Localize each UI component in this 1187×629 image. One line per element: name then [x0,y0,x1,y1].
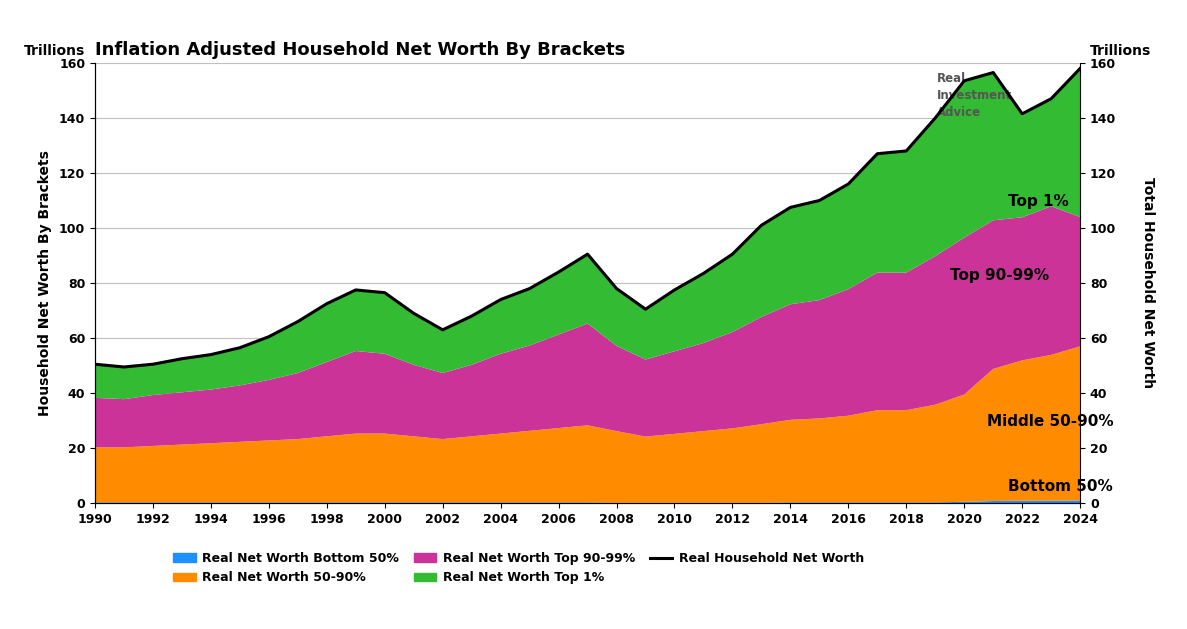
Text: Real
Investment
Advice: Real Investment Advice [938,72,1013,119]
Text: Top 1%: Top 1% [1008,194,1068,209]
Text: Middle 50-90%: Middle 50-90% [988,414,1115,429]
Text: Top 90-99%: Top 90-99% [950,269,1049,283]
Text: Bottom 50%: Bottom 50% [1008,479,1112,494]
Text: Inflation Adjusted Household Net Worth By Brackets: Inflation Adjusted Household Net Worth B… [95,40,626,58]
Legend: Real Net Worth Bottom 50%, Real Net Worth 50-90%, Real Net Worth Top 90-99%, Rea: Real Net Worth Bottom 50%, Real Net Wort… [169,547,869,589]
Text: Trillions: Trillions [1090,45,1151,58]
Text: Trillions: Trillions [24,45,85,58]
Y-axis label: Household Net Worth By Brackets: Household Net Worth By Brackets [38,150,52,416]
Y-axis label: Total Household Net Worth: Total Household Net Worth [1141,177,1155,389]
